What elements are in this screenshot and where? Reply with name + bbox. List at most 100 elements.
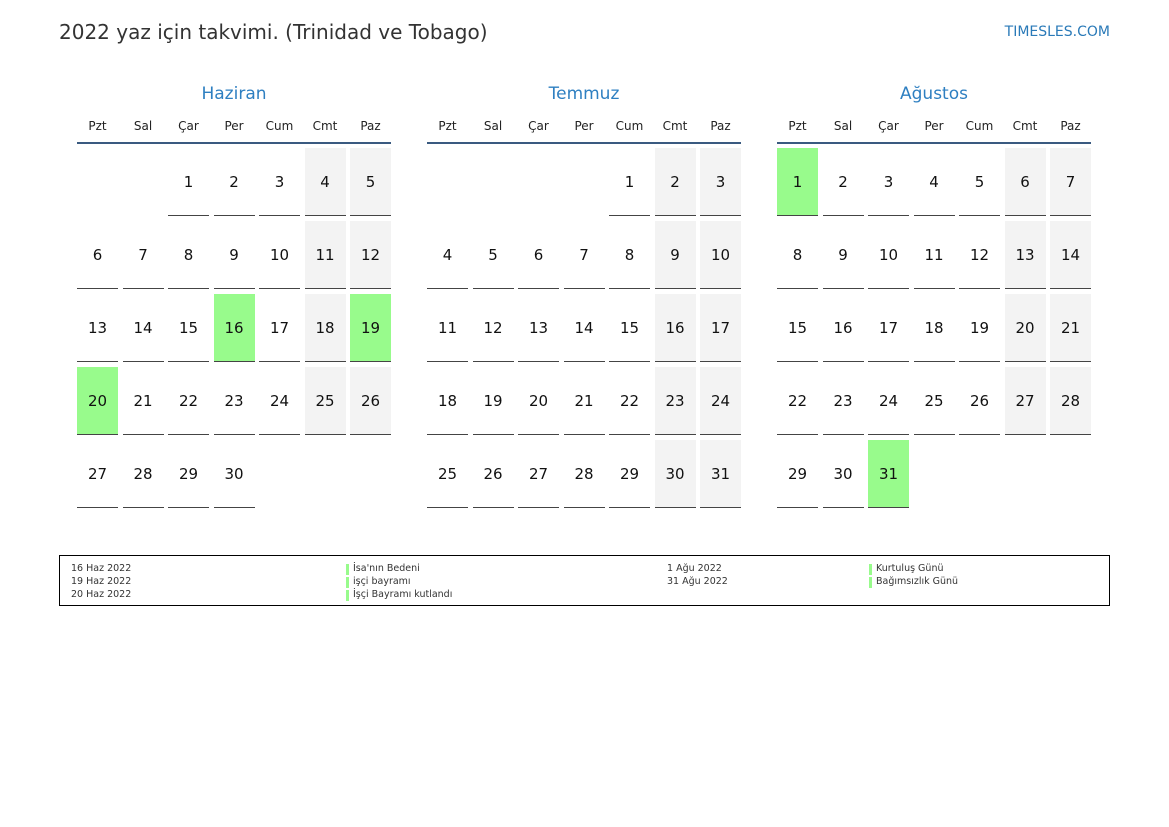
weekday: Cum [615, 119, 644, 133]
holiday-name: Kurtuluş Günü [876, 563, 944, 574]
day-cell: 19 [472, 367, 514, 435]
day-cell: 27 [1004, 367, 1046, 435]
day-cell: 21 [122, 367, 164, 435]
weekday: Cum [965, 119, 994, 133]
day-cell: 13 [518, 294, 559, 362]
day-cell: 14 [122, 294, 164, 362]
month-name: Ağustos [900, 84, 968, 104]
holiday-marker [346, 590, 349, 601]
weekday: Pzt [438, 119, 457, 133]
day-cell: 31 [868, 440, 909, 508]
holiday-date: 20 Haz 2022 [71, 589, 132, 600]
holiday-marker [869, 564, 872, 575]
weekday: Per [924, 119, 944, 133]
holiday-name: İsa'nın Bedeni [353, 563, 420, 574]
weekday: Paz [1060, 119, 1081, 133]
weekday: Cmt [1012, 119, 1038, 133]
weekday: Per [574, 119, 594, 133]
day-cell: 29 [168, 440, 209, 508]
site-link[interactable]: TIMESLES.COM [1004, 24, 1110, 40]
day-cell: 22 [168, 367, 209, 435]
day-cell: 28 [1050, 367, 1091, 435]
weekday: Sal [833, 119, 853, 133]
day-cell: 2 [654, 148, 696, 216]
day-cell: 24 [868, 367, 909, 435]
day-cell: 10 [259, 221, 300, 289]
day-cell: 13 [1004, 221, 1046, 289]
day-cell: 4 [304, 148, 346, 216]
weekday: Sal [483, 119, 503, 133]
day-cell: 25 [304, 367, 346, 435]
day-cell: 16 [822, 294, 864, 362]
day-cell: 20 [1004, 294, 1046, 362]
day-cell: 14 [563, 294, 605, 362]
day-cell: 26 [472, 440, 514, 508]
weekday: Cum [265, 119, 294, 133]
day-cell: 5 [472, 221, 514, 289]
day-cell: 19 [959, 294, 1000, 362]
holiday-name: İşçi Bayramı kutlandı [353, 589, 453, 600]
day-cell: 20 [518, 367, 559, 435]
day-cell: 4 [427, 221, 468, 289]
day-cell: 23 [213, 367, 255, 435]
weekday: Çar [528, 119, 549, 133]
holiday-marker [346, 564, 349, 575]
day-cell: 23 [822, 367, 864, 435]
day-cell: 17 [700, 294, 741, 362]
day-cell: 28 [563, 440, 605, 508]
day-cell: 2 [213, 148, 255, 216]
weekday: Paz [360, 119, 381, 133]
day-cell: 8 [609, 221, 650, 289]
day-cell: 17 [868, 294, 909, 362]
day-cell: 3 [700, 148, 741, 216]
day-cell: 6 [77, 221, 118, 289]
day-cell: 27 [518, 440, 559, 508]
day-cell: 16 [654, 294, 696, 362]
day-cell: 24 [700, 367, 741, 435]
month-name: Haziran [201, 84, 267, 104]
header-rule [427, 142, 741, 144]
day-cell: 15 [609, 294, 650, 362]
weekday: Paz [710, 119, 731, 133]
day-cell: 19 [350, 294, 391, 362]
day-cell: 9 [654, 221, 696, 289]
day-cell: 28 [122, 440, 164, 508]
day-cell: 29 [609, 440, 650, 508]
day-cell: 22 [777, 367, 818, 435]
page-title: 2022 yaz için takvimi. (Trinidad ve Toba… [59, 20, 488, 44]
header-rule [77, 142, 391, 144]
day-cell: 15 [168, 294, 209, 362]
day-cell: 30 [822, 440, 864, 508]
day-cell: 12 [472, 294, 514, 362]
day-cell: 18 [913, 294, 955, 362]
day-cell: 26 [959, 367, 1000, 435]
weekday: Cmt [312, 119, 338, 133]
holiday-date: 19 Haz 2022 [71, 576, 132, 587]
day-cell: 10 [868, 221, 909, 289]
day-cell: 17 [259, 294, 300, 362]
day-cell: 15 [777, 294, 818, 362]
day-cell: 31 [700, 440, 741, 508]
day-cell: 25 [427, 440, 468, 508]
day-cell: 27 [77, 440, 118, 508]
day-cell: 5 [959, 148, 1000, 216]
weekday: Çar [178, 119, 199, 133]
day-cell: 20 [77, 367, 118, 435]
day-cell: 9 [213, 221, 255, 289]
header-rule [777, 142, 1091, 144]
day-cell: 23 [654, 367, 696, 435]
day-cell: 24 [259, 367, 300, 435]
day-cell: 4 [913, 148, 955, 216]
day-cell: 11 [427, 294, 468, 362]
day-cell: 18 [427, 367, 468, 435]
holiday-date: 16 Haz 2022 [71, 563, 132, 574]
weekday: Pzt [88, 119, 107, 133]
day-cell: 11 [304, 221, 346, 289]
weekday: Cmt [662, 119, 688, 133]
holiday-marker [869, 577, 872, 588]
day-cell: 2 [822, 148, 864, 216]
day-cell: 6 [1004, 148, 1046, 216]
weekday: Pzt [788, 119, 807, 133]
month-name: Temmuz [548, 84, 620, 104]
